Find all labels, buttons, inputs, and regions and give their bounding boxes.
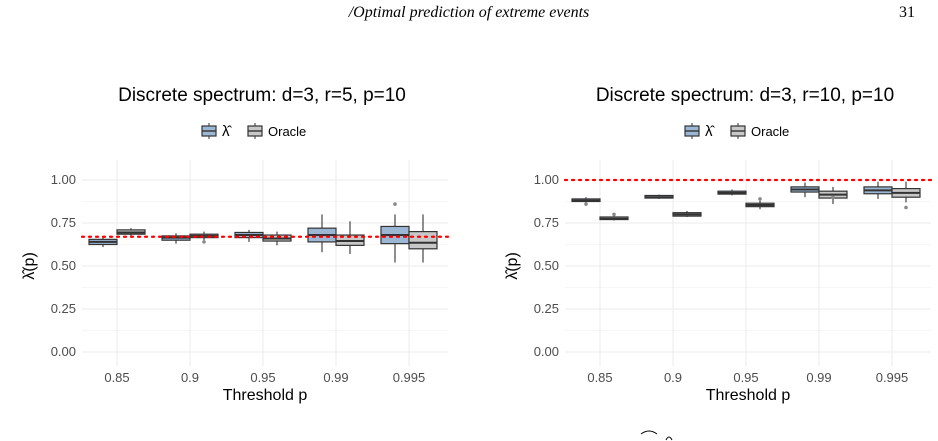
page-number: 31 xyxy=(899,4,915,21)
y-tick-label: 0.25 xyxy=(51,301,76,316)
x-tick-label: 0.995 xyxy=(876,370,909,385)
outlier-point xyxy=(584,202,588,206)
chart-panel-2: Discrete spectrum: d=3, r=10, p=10 λ̂ Orac… xyxy=(504,85,933,404)
x-tick-label: 0.95 xyxy=(250,370,275,385)
y-tick-label: 0.00 xyxy=(51,344,76,359)
y-tick-label: 1.00 xyxy=(534,172,559,187)
chart-title: Discrete spectrum: d=3, r=5, p=10 xyxy=(118,85,406,106)
x-tick-label: 0.9 xyxy=(181,370,199,385)
outlier-point xyxy=(758,197,762,201)
box-oracle-0.99 xyxy=(818,186,848,205)
running-header: /Optimal prediction of extreme events xyxy=(348,4,590,21)
legend-label: Oracle xyxy=(268,124,306,139)
box-iqr xyxy=(408,231,438,250)
y-tick-label: 0.25 xyxy=(534,301,559,316)
box-lambda-hat-0.95 xyxy=(717,189,747,196)
x-tick-label: 0.95 xyxy=(733,370,758,385)
y-axis-label: λ̂(p) xyxy=(504,252,521,280)
box-lambda-hat-0.85 xyxy=(88,236,118,248)
y-tick-label: 0.50 xyxy=(51,258,76,273)
box-oracle-0.85 xyxy=(116,228,146,237)
legend-label: Oracle xyxy=(751,124,789,139)
outlier-point xyxy=(202,240,206,244)
y-tick-label: 0.75 xyxy=(51,215,76,230)
outlier-point xyxy=(393,202,397,206)
x-tick-label: 0.9 xyxy=(664,370,682,385)
legend: λ̂ Oracle xyxy=(201,123,306,140)
chart-title: Discrete spectrum: d=3, r=10, p=10 xyxy=(596,85,894,106)
chart-panel-1: Discrete spectrum: d=3, r=5, p=10 λ̂ Oracl… xyxy=(21,85,450,404)
x-tick-label: 0.99 xyxy=(323,370,348,385)
x-axis-label: Threshold p xyxy=(706,387,791,404)
x-tick-label: 0.995 xyxy=(393,370,426,385)
box-lambda-hat-0.99 xyxy=(790,182,820,198)
box-oracle-0.85 xyxy=(599,212,629,221)
box-lambda-hat-0.9 xyxy=(644,194,674,199)
box-oracle-0.9 xyxy=(672,210,702,217)
x-tick-label: 0.85 xyxy=(587,370,612,385)
box-oracle-0.95 xyxy=(262,231,292,246)
x-axis-label: Threshold p xyxy=(223,387,308,404)
x-tick-label: 0.85 xyxy=(104,370,129,385)
legend-label: λ̂ xyxy=(222,123,233,140)
y-tick-label: 0.50 xyxy=(534,258,559,273)
x-tick-label: 0.99 xyxy=(806,370,831,385)
box-oracle-0.95 xyxy=(745,197,775,210)
outlier-point xyxy=(904,205,908,210)
y-axis-label: λ̂(p) xyxy=(21,252,38,280)
box-oracle-0.995 xyxy=(408,214,438,263)
outlier-point xyxy=(612,212,616,217)
box-oracle-0.99 xyxy=(335,221,365,254)
legend-label: λ̂ xyxy=(705,123,716,140)
y-tick-label: 0.00 xyxy=(534,344,559,359)
box-lambda-hat-0.85 xyxy=(571,197,601,206)
outlier-point xyxy=(831,195,835,199)
legend: λ̂ Oracle xyxy=(684,123,789,140)
box-lambda-hat-0.99 xyxy=(307,214,337,253)
box-oracle-0.995 xyxy=(891,181,921,210)
y-tick-label: 0.75 xyxy=(534,215,559,230)
y-tick-label: 1.00 xyxy=(51,172,76,187)
